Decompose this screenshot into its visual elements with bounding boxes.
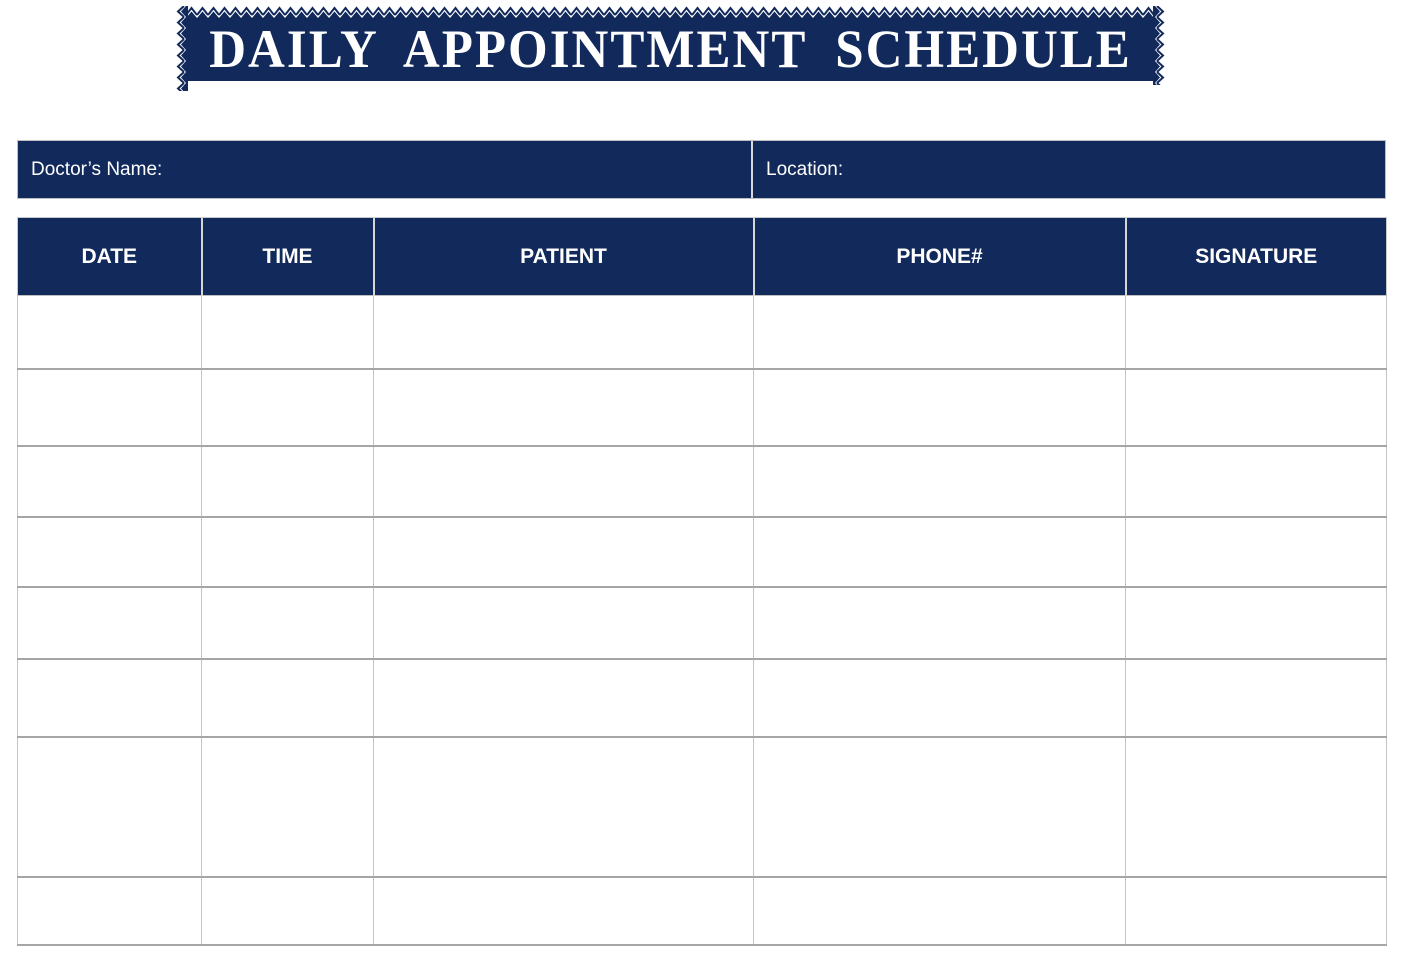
date-cell[interactable] — [17, 876, 202, 946]
signature-cell[interactable] — [1125, 295, 1387, 370]
phone-cell[interactable] — [753, 736, 1126, 878]
column-header-phone: PHONE# — [752, 217, 1126, 296]
signature-cell[interactable] — [1125, 876, 1387, 946]
column-header-date: DATE — [17, 217, 202, 296]
patient-cell[interactable] — [373, 876, 754, 946]
time-cell[interactable] — [201, 368, 374, 447]
header-row: DATE TIME PATIENT PHONE# SIGNATURE — [17, 217, 1387, 296]
title-banner: DAILY APPOINTMENT SCHEDULE — [175, 6, 1166, 94]
date-cell[interactable] — [17, 736, 202, 878]
date-cell[interactable] — [17, 516, 202, 588]
appointment-table: DATE TIME PATIENT PHONE# SIGNATURE — [17, 217, 1387, 946]
phone-cell[interactable] — [753, 658, 1126, 738]
appointment-table-body — [17, 295, 1387, 946]
table-row — [17, 295, 1387, 370]
date-cell[interactable] — [17, 586, 202, 660]
date-cell[interactable] — [17, 295, 202, 370]
time-cell[interactable] — [201, 445, 374, 518]
patient-cell[interactable] — [373, 516, 754, 588]
location-label: Location: — [766, 158, 844, 180]
doctor-name-field[interactable]: Doctor’s Name: — [18, 141, 751, 198]
time-cell[interactable] — [201, 876, 374, 946]
signature-cell[interactable] — [1125, 658, 1387, 738]
title-box: DAILY APPOINTMENT SCHEDULE — [188, 19, 1153, 81]
time-cell[interactable] — [201, 658, 374, 738]
table-row — [17, 368, 1387, 447]
zigzag-border-left-icon — [175, 6, 188, 91]
patient-cell[interactable] — [373, 658, 754, 738]
patient-cell[interactable] — [373, 295, 754, 370]
signature-cell[interactable] — [1125, 445, 1387, 518]
phone-cell[interactable] — [753, 876, 1126, 946]
patient-cell[interactable] — [373, 586, 754, 660]
signature-cell[interactable] — [1125, 368, 1387, 447]
date-cell[interactable] — [17, 445, 202, 518]
location-field[interactable]: Location: — [751, 141, 1385, 198]
column-header-signature: SIGNATURE — [1124, 217, 1387, 296]
time-cell[interactable] — [201, 295, 374, 370]
doctor-name-label: Doctor’s Name: — [31, 158, 163, 180]
signature-cell[interactable] — [1125, 516, 1387, 588]
date-cell[interactable] — [17, 368, 202, 447]
table-row — [17, 658, 1387, 738]
patient-cell[interactable] — [373, 445, 754, 518]
phone-cell[interactable] — [753, 295, 1126, 370]
phone-cell[interactable] — [753, 368, 1126, 447]
zigzag-border-top-icon — [175, 6, 1166, 20]
table-row — [17, 736, 1387, 878]
date-cell[interactable] — [17, 658, 202, 738]
appointment-table-header: DATE TIME PATIENT PHONE# SIGNATURE — [17, 217, 1387, 296]
info-bar: Doctor’s Name: Location: — [17, 140, 1386, 199]
time-cell[interactable] — [201, 516, 374, 588]
table-row — [17, 516, 1387, 588]
signature-cell[interactable] — [1125, 736, 1387, 878]
patient-cell[interactable] — [373, 736, 754, 878]
table-row — [17, 586, 1387, 660]
column-header-patient: PATIENT — [372, 217, 754, 296]
phone-cell[interactable] — [753, 516, 1126, 588]
phone-cell[interactable] — [753, 445, 1126, 518]
table-row — [17, 445, 1387, 518]
time-cell[interactable] — [201, 736, 374, 878]
zigzag-border-right-icon — [1153, 6, 1166, 85]
page-title: DAILY APPOINTMENT SCHEDULE — [209, 20, 1132, 80]
patient-cell[interactable] — [373, 368, 754, 447]
time-cell[interactable] — [201, 586, 374, 660]
phone-cell[interactable] — [753, 586, 1126, 660]
table-row — [17, 876, 1387, 946]
signature-cell[interactable] — [1125, 586, 1387, 660]
column-header-time: TIME — [200, 217, 374, 296]
